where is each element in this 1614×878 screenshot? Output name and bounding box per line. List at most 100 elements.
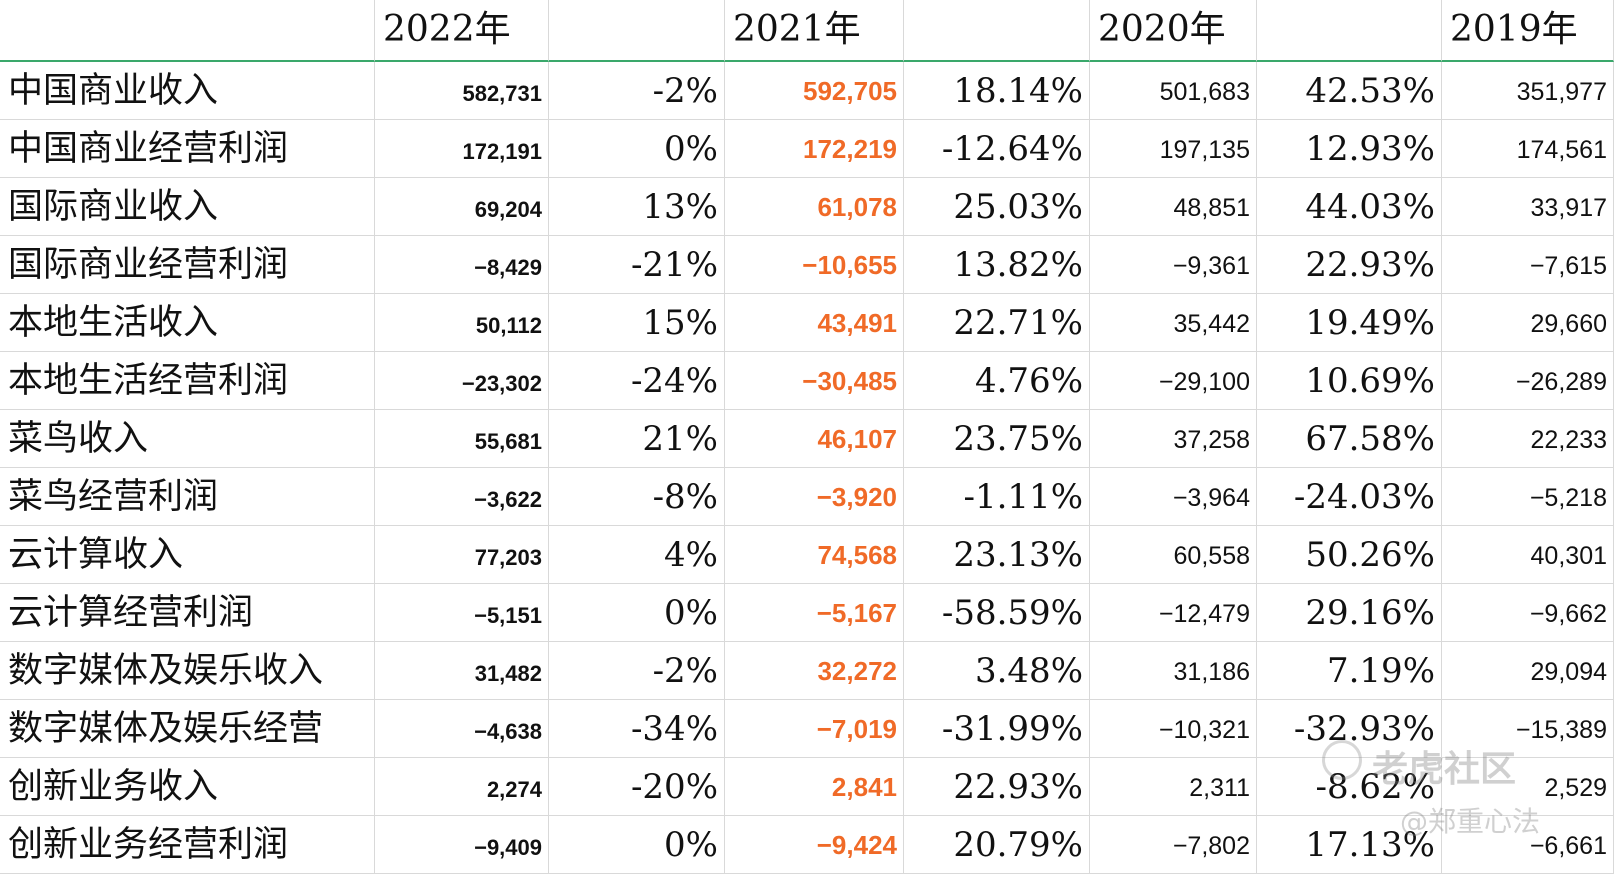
growth-2022: 21% — [549, 410, 725, 468]
row-label: 数字媒体及娱乐经营 — [0, 700, 375, 758]
value-2021: 74,568 — [725, 526, 904, 584]
growth-2021: -58.59% — [904, 584, 1090, 642]
value-2022: −9,409 — [375, 816, 549, 874]
value-2021: −7,019 — [725, 700, 904, 758]
row-label: 创新业务收入 — [0, 758, 375, 816]
growth-2021: 22.93% — [904, 758, 1090, 816]
value-2019: 174,561 — [1442, 120, 1614, 178]
value-2020: 48,851 — [1090, 178, 1257, 236]
header-cell: 2022年 — [375, 0, 549, 62]
growth-2022: 4% — [549, 526, 725, 584]
row-label: 本地生活经营利润 — [0, 352, 375, 410]
value-2019: 2,529 — [1442, 758, 1614, 816]
value-2022: 69,204 — [375, 178, 549, 236]
value-2020: 60,558 — [1090, 526, 1257, 584]
value-2019: 40,301 — [1442, 526, 1614, 584]
value-2021: 2,841 — [725, 758, 904, 816]
value-2020: 31,186 — [1090, 642, 1257, 700]
value-2019: 22,233 — [1442, 410, 1614, 468]
growth-2021: 18.14% — [904, 62, 1090, 120]
value-2022: −4,638 — [375, 700, 549, 758]
value-2021: 61,078 — [725, 178, 904, 236]
row-label: 数字媒体及娱乐收入 — [0, 642, 375, 700]
growth-2022: -2% — [549, 62, 725, 120]
value-2021: 32,272 — [725, 642, 904, 700]
value-2021: 172,219 — [725, 120, 904, 178]
growth-2021: -31.99% — [904, 700, 1090, 758]
row-label: 国际商业经营利润 — [0, 236, 375, 294]
header-cell — [0, 0, 375, 62]
value-2022: 172,191 — [375, 120, 549, 178]
value-2022: −5,151 — [375, 584, 549, 642]
value-2021: −10,655 — [725, 236, 904, 294]
growth-2021: 13.82% — [904, 236, 1090, 294]
growth-2022: -21% — [549, 236, 725, 294]
value-2022: 31,482 — [375, 642, 549, 700]
value-2022: 50,112 — [375, 294, 549, 352]
value-2019: 33,917 — [1442, 178, 1614, 236]
growth-2020: -32.93% — [1257, 700, 1442, 758]
growth-2022: -2% — [549, 642, 725, 700]
growth-2022: -20% — [549, 758, 725, 816]
value-2021: −9,424 — [725, 816, 904, 874]
row-label: 菜鸟经营利润 — [0, 468, 375, 526]
value-2019: 29,094 — [1442, 642, 1614, 700]
header-cell — [1257, 0, 1442, 62]
growth-2020: 50.26% — [1257, 526, 1442, 584]
header-cell — [904, 0, 1090, 62]
growth-2021: -1.11% — [904, 468, 1090, 526]
growth-2021: 23.13% — [904, 526, 1090, 584]
value-2021: 592,705 — [725, 62, 904, 120]
value-2021: 43,491 — [725, 294, 904, 352]
growth-2020: 44.03% — [1257, 178, 1442, 236]
value-2022: −8,429 — [375, 236, 549, 294]
value-2020: −7,802 — [1090, 816, 1257, 874]
row-label: 菜鸟收入 — [0, 410, 375, 468]
growth-2020: 17.13% — [1257, 816, 1442, 874]
row-label: 创新业务经营利润 — [0, 816, 375, 874]
growth-2022: 13% — [549, 178, 725, 236]
value-2020: 501,683 — [1090, 62, 1257, 120]
value-2020: −3,964 — [1090, 468, 1257, 526]
row-label: 本地生活收入 — [0, 294, 375, 352]
growth-2020: 19.49% — [1257, 294, 1442, 352]
header-cell: 2019年 — [1442, 0, 1614, 62]
growth-2022: -34% — [549, 700, 725, 758]
header-cell — [549, 0, 725, 62]
growth-2021: 22.71% — [904, 294, 1090, 352]
value-2019: −15,389 — [1442, 700, 1614, 758]
value-2020: 35,442 — [1090, 294, 1257, 352]
growth-2022: -24% — [549, 352, 725, 410]
growth-2021: 20.79% — [904, 816, 1090, 874]
value-2020: −12,479 — [1090, 584, 1257, 642]
value-2019: 29,660 — [1442, 294, 1614, 352]
value-2020: 197,135 — [1090, 120, 1257, 178]
growth-2020: 12.93% — [1257, 120, 1442, 178]
row-label: 中国商业收入 — [0, 62, 375, 120]
value-2022: 582,731 — [375, 62, 549, 120]
row-label: 中国商业经营利润 — [0, 120, 375, 178]
growth-2021: -12.64% — [904, 120, 1090, 178]
value-2019: −6,661 — [1442, 816, 1614, 874]
value-2019: −26,289 — [1442, 352, 1614, 410]
value-2021: −5,167 — [725, 584, 904, 642]
row-label: 云计算收入 — [0, 526, 375, 584]
growth-2022: 0% — [549, 584, 725, 642]
row-label: 国际商业收入 — [0, 178, 375, 236]
value-2019: −7,615 — [1442, 236, 1614, 294]
row-label: 云计算经营利润 — [0, 584, 375, 642]
value-2021: −30,485 — [725, 352, 904, 410]
value-2020: 37,258 — [1090, 410, 1257, 468]
growth-2020: -24.03% — [1257, 468, 1442, 526]
growth-2020: 42.53% — [1257, 62, 1442, 120]
value-2021: −3,920 — [725, 468, 904, 526]
header-cell: 2021年 — [725, 0, 904, 62]
value-2020: 2,311 — [1090, 758, 1257, 816]
growth-2021: 3.48% — [904, 642, 1090, 700]
growth-2022: -8% — [549, 468, 725, 526]
header-cell: 2020年 — [1090, 0, 1257, 62]
value-2022: −3,622 — [375, 468, 549, 526]
growth-2020: 67.58% — [1257, 410, 1442, 468]
value-2020: −9,361 — [1090, 236, 1257, 294]
